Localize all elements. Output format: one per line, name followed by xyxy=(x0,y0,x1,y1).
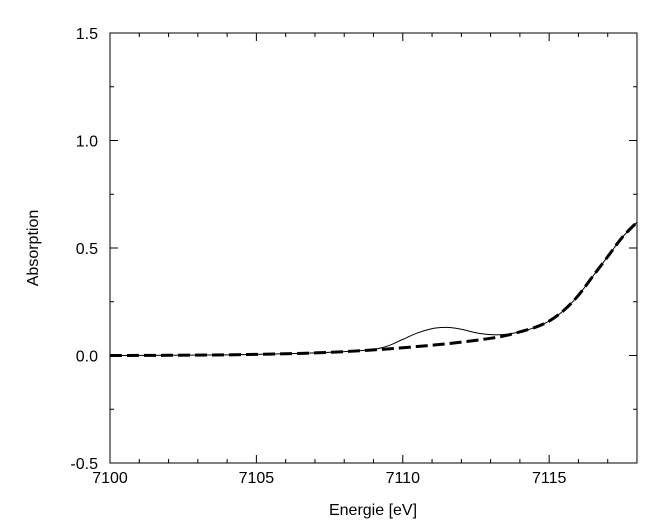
plot-area xyxy=(109,32,638,464)
y-tick-label: -0.5 xyxy=(70,456,98,473)
series-line-solid xyxy=(109,221,638,356)
x-tick-label: 7115 xyxy=(532,470,567,487)
tick-labels: 7100 7105 7110 7115 -0.5 0.0 0.5 1.0 1.5 xyxy=(70,26,566,487)
data-series xyxy=(109,221,639,357)
x-tick-label: 7110 xyxy=(386,470,421,487)
y-tick-label: 1.0 xyxy=(76,134,98,151)
y-tick-label: 0.5 xyxy=(76,241,98,258)
axis-ticks xyxy=(109,32,637,464)
x-axis-title: Energie [eV] xyxy=(329,502,417,519)
y-axis-title: Absorption xyxy=(25,210,42,287)
plot-frame xyxy=(109,32,638,464)
y-tick-label: 1.5 xyxy=(76,26,98,43)
series-line-dashed xyxy=(109,221,639,357)
x-tick-label: 7105 xyxy=(239,470,275,487)
y-tick-label: 0.0 xyxy=(76,349,98,366)
x-tick-label: 7100 xyxy=(92,470,128,487)
